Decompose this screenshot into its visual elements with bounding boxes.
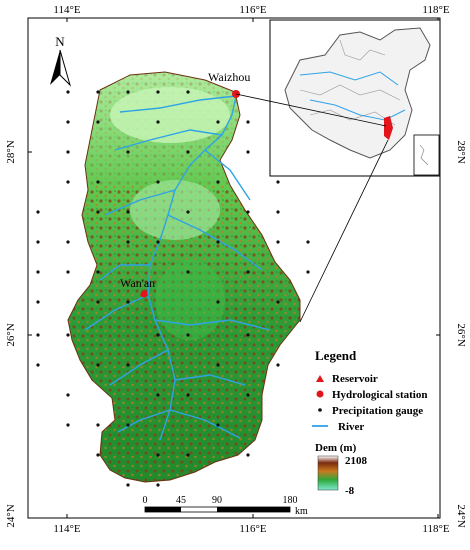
top-tick-label: 114°E [53, 4, 80, 16]
north-arrow-icon [50, 49, 72, 87]
connector-line [235, 93, 387, 127]
right-tick-label: 26°N [455, 323, 467, 346]
reservoir-icon [316, 375, 324, 382]
right-tick-label: 28°N [455, 140, 467, 163]
top-tick-label: 118°E [422, 4, 449, 16]
map-frame [27, 17, 441, 519]
left-tick-label: 26°N [5, 323, 17, 346]
hydrological-station-icon [316, 390, 324, 398]
bottom-tick-label: 116°E [239, 523, 266, 535]
right-tick-label: 24°N [455, 504, 467, 527]
scale-label: 90 [212, 495, 222, 506]
legend-item-reservoir: Reservoir [332, 373, 378, 385]
precipitation-gauge-icon [318, 408, 322, 412]
connector-line [299, 139, 389, 323]
bottom-tick-label: 114°E [53, 523, 80, 535]
scale-bar: 0 45 90 180 km [143, 495, 309, 517]
legend-item-precipitation-gauge: Precipitation gauge [332, 405, 423, 417]
dem-colorbar [317, 455, 339, 491]
scale-unit: km [295, 506, 308, 517]
inset-china-map [269, 19, 441, 177]
river-network [84, 95, 271, 441]
bottom-tick-label: 118°E [422, 523, 449, 535]
north-label: N [55, 34, 65, 49]
legend: Legend Reservoir Hydrological station Pr… [312, 348, 427, 497]
waizhou-label: Waizhou [208, 70, 250, 84]
scale-label: 45 [176, 495, 186, 506]
wanan-label: Wan'an [120, 276, 155, 290]
scale-label: 0 [143, 495, 148, 506]
precipitation-gauges [36, 90, 310, 487]
left-tick-label: 28°N [5, 140, 17, 163]
wanan-reservoir-icon [140, 289, 148, 296]
legend-item-river: River [338, 421, 364, 433]
dem-max-label: 2108 [345, 455, 368, 467]
left-tick-label: 24°N [5, 504, 17, 527]
legend-item-hydrological-station: Hydrological station [332, 389, 427, 401]
top-tick-label: 116°E [239, 4, 266, 16]
dem-min-label: -8 [345, 485, 355, 497]
dem-title: Dem (m) [315, 442, 357, 454]
scale-label: 180 [283, 495, 298, 506]
legend-title: Legend [315, 348, 357, 363]
